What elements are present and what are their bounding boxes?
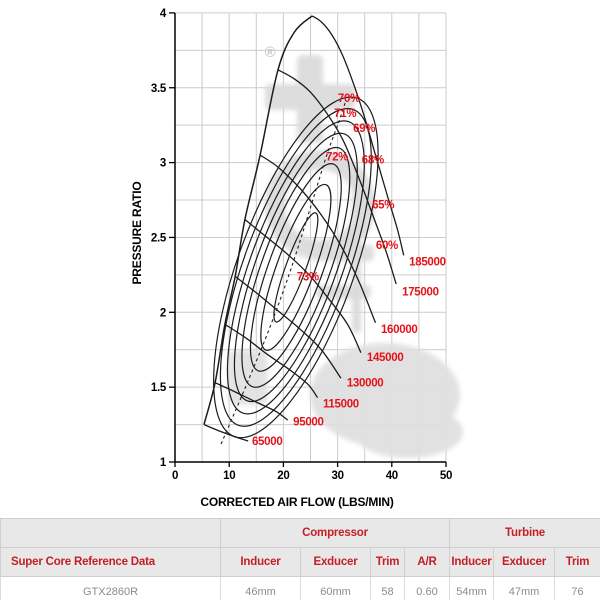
x-tick-label: 40 bbox=[386, 470, 398, 482]
efficiency-labels: 73% 72% 71% 70% 69% 68% 65% 60% bbox=[297, 93, 399, 283]
y-tick-label: 1.5 bbox=[151, 382, 167, 394]
value-cell-1: 60mm bbox=[300, 576, 371, 600]
column-header-trim-2: Trim bbox=[370, 547, 405, 577]
background-watermark bbox=[228, 55, 463, 458]
y-tick-label: 4 bbox=[160, 8, 167, 20]
speed-label-185000: 185000 bbox=[409, 256, 446, 268]
column-header-exducer-1: Exducer bbox=[300, 547, 371, 577]
column-header-exducer-5: Exducer bbox=[493, 547, 555, 577]
group-header-compressor: Compressor bbox=[220, 518, 450, 548]
y-tick-label: 2.5 bbox=[151, 232, 167, 244]
group-header-blank-cell bbox=[0, 518, 221, 548]
efficiency-label-70: 70% bbox=[338, 93, 360, 105]
x-tick-label: 20 bbox=[277, 470, 289, 482]
x-axis-title: CORRECTED AIR FLOW (LBS/MIN) bbox=[200, 495, 393, 509]
surge-line bbox=[203, 15, 313, 425]
efficiency-contour-70 bbox=[241, 146, 351, 388]
speed-label-175000: 175000 bbox=[402, 286, 439, 298]
axes: 0 10 20 30 40 50 1 1.5 2 2.5 3 3.5 4 CORRECTED AIR FL… bbox=[130, 8, 452, 509]
y-axis-title: PRESSURE RATIO bbox=[130, 182, 144, 285]
efficiency-label-72: 72% bbox=[326, 152, 348, 164]
efficiency-contour-69 bbox=[233, 132, 358, 403]
y-tick-label: 1 bbox=[160, 457, 167, 469]
spec-table: Compressor Turbine Super Core Reference Da… bbox=[0, 518, 600, 600]
value-cell-5: 47mm bbox=[493, 576, 555, 600]
peak-efficiency-line bbox=[220, 102, 346, 445]
x-tick-label: 0 bbox=[172, 470, 178, 482]
y-tick-label: 3.5 bbox=[151, 83, 167, 95]
part-number-cell: GTX2860R bbox=[0, 576, 221, 600]
y-tick-label: 3 bbox=[160, 158, 166, 170]
value-cell-3: 0.60 bbox=[404, 576, 450, 600]
efficiency-label-73: 73% bbox=[297, 271, 319, 283]
value-cell-6: 76 bbox=[553, 576, 600, 600]
speed-line-65000 bbox=[203, 424, 249, 442]
efficiency-contour-68 bbox=[226, 120, 365, 415]
registered-trademark-watermark: ® bbox=[264, 44, 275, 61]
column-header-trim-6: Trim bbox=[553, 547, 600, 577]
efficiency-label-68: 68% bbox=[362, 155, 384, 167]
compressor-map-chart: ® 0 10 20 30 40 50 1 1.5 2 2.5 3 3.5 4 CORRECTED AIR F… bbox=[130, 8, 463, 509]
speed-label-145000: 145000 bbox=[367, 352, 404, 364]
value-cell-0: 46mm bbox=[220, 576, 301, 600]
efficiency-islands bbox=[213, 96, 379, 439]
group-header-turbine: Turbine bbox=[448, 518, 600, 548]
column-header-inducer-4: Inducer bbox=[449, 547, 494, 577]
value-cell-2: 58 bbox=[370, 576, 405, 600]
efficiency-label-65: 65% bbox=[372, 200, 394, 212]
y-tick-label: 2 bbox=[160, 307, 166, 319]
efficiency-label-60: 60% bbox=[376, 240, 398, 252]
x-tick-label: 50 bbox=[440, 470, 452, 482]
efficiency-contour-72 bbox=[260, 183, 332, 351]
speed-line-130000 bbox=[234, 275, 342, 379]
speed-line-95000 bbox=[214, 382, 289, 421]
speed-line-185000 bbox=[311, 15, 405, 256]
column-header-inducer-0: Inducer bbox=[220, 547, 301, 577]
speed-label-95000: 95000 bbox=[293, 417, 323, 429]
table-group-header-row: Compressor Turbine bbox=[0, 518, 600, 548]
x-tick-label: 30 bbox=[331, 470, 343, 482]
table-column-header-row: Super Core Reference Data Inducer Exducer T… bbox=[0, 547, 600, 577]
speed-label-65000: 65000 bbox=[252, 436, 282, 448]
efficiency-contour-71 bbox=[249, 163, 342, 372]
speed-line-160000 bbox=[259, 154, 377, 324]
speed-line-115000 bbox=[224, 323, 319, 398]
speed-label-130000: 130000 bbox=[347, 378, 384, 390]
column-header-ar-3: A/R bbox=[404, 547, 450, 577]
table-row: GTX2860R 46mm 60mm 58 0.60 54mm 47mm 76 bbox=[0, 576, 600, 600]
efficiency-contour-65 bbox=[219, 107, 372, 427]
speed-label-160000: 160000 bbox=[381, 324, 418, 336]
efficiency-label-69: 69% bbox=[353, 123, 375, 135]
value-cell-4: 54mm bbox=[449, 576, 494, 600]
efficiency-label-71: 71% bbox=[334, 108, 356, 120]
speed-label-115000: 115000 bbox=[323, 399, 359, 411]
speed-line-145000 bbox=[244, 218, 362, 353]
row-header-label: Super Core Reference Data bbox=[0, 547, 221, 577]
x-tick-label: 10 bbox=[223, 470, 235, 482]
speed-line-175000 bbox=[277, 69, 397, 285]
